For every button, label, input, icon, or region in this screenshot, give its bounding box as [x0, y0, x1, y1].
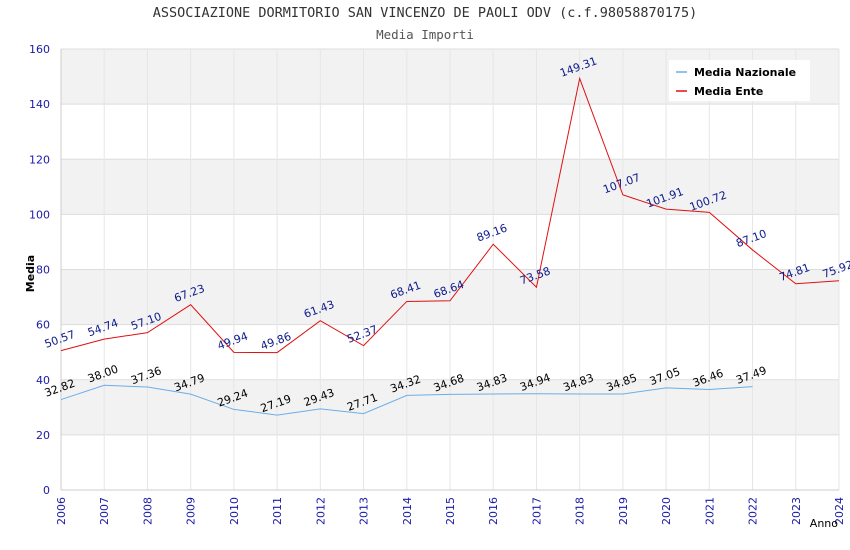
- x-tick-label: 2022: [747, 497, 760, 525]
- chart-subtitle: Media Importi: [376, 27, 474, 42]
- data-label: 52.37: [345, 323, 379, 346]
- y-tick-label: 120: [29, 153, 50, 166]
- y-tick-label: 60: [36, 319, 50, 332]
- x-tick-label: 2023: [790, 497, 803, 525]
- x-tick-label: 2020: [660, 497, 673, 525]
- series-line-media-nazionale: [60, 384, 753, 416]
- y-tick-label: 20: [36, 429, 50, 442]
- y-tick-label: 80: [36, 264, 50, 277]
- x-tick-label: 2008: [141, 497, 154, 525]
- chart-title: ASSOCIAZIONE DORMITORIO SAN VINCENZO DE …: [152, 5, 698, 21]
- data-label: 49.94: [216, 330, 250, 353]
- x-tick-label: 2012: [314, 497, 327, 525]
- y-tick-label: 140: [29, 98, 50, 111]
- x-tick-label: 2018: [574, 497, 587, 525]
- x-tick-label: 2014: [401, 497, 414, 525]
- x-tick-label: 2007: [98, 497, 111, 525]
- series-line-media-ente: [60, 76, 840, 354]
- x-tick-label: 2016: [487, 497, 500, 525]
- legend-box: [669, 60, 810, 101]
- x-tick-label: 2006: [55, 497, 68, 525]
- y-tick-label: 0: [43, 484, 50, 497]
- x-axis-label: Anno: [810, 517, 838, 530]
- x-tick-label: 2011: [271, 497, 284, 525]
- x-tick-label: 2021: [703, 497, 716, 525]
- data-label: 49.86: [259, 330, 293, 353]
- legend-label: Media Nazionale: [694, 66, 796, 79]
- x-tick-label: 2013: [358, 497, 371, 525]
- y-axis-label: Media: [24, 255, 37, 292]
- x-tick-label: 2009: [185, 497, 198, 525]
- data-label: 89.16: [475, 221, 509, 244]
- y-tick-label: 40: [36, 374, 50, 387]
- y-tick-label: 160: [29, 43, 50, 56]
- x-tick-label: 2015: [444, 497, 457, 525]
- x-tick-label: 2017: [530, 497, 543, 525]
- y-tick-label: 100: [29, 208, 50, 221]
- x-tick-label: 2019: [617, 497, 630, 525]
- x-tick-label: 2010: [228, 497, 241, 525]
- legend-label: Media Ente: [694, 85, 763, 98]
- x-tick-label: 2024: [833, 497, 846, 525]
- data-label: 87.10: [734, 227, 768, 250]
